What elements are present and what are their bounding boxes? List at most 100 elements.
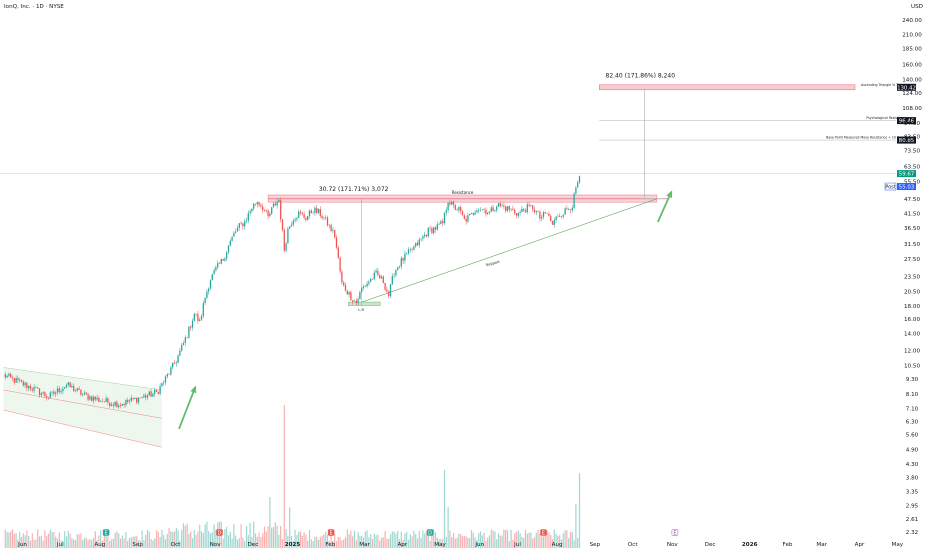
volume-bar <box>562 533 564 548</box>
volume-bar <box>501 535 503 548</box>
volume-bar <box>260 536 262 548</box>
candle-body <box>521 208 523 212</box>
volume-bar <box>89 539 91 548</box>
volume-bar <box>100 530 102 548</box>
candle-body <box>427 227 429 237</box>
candle-body <box>470 212 473 214</box>
volume-bar <box>38 536 41 548</box>
candle-body <box>517 213 519 216</box>
month-label: 2026 <box>742 542 758 548</box>
candle-body <box>380 276 383 279</box>
month-label: Aug <box>552 542 563 548</box>
volume-bar <box>528 532 530 548</box>
volume-bar <box>272 526 275 548</box>
candle-body <box>213 270 215 275</box>
volume-bar <box>15 533 17 548</box>
volume-bar <box>289 507 291 548</box>
volume-bar <box>303 532 305 548</box>
price-axis[interactable]: 130.42 96.46 80.85 240.00 210.00 185.00 160.00… <box>884 18 922 536</box>
volume-bar <box>429 540 431 548</box>
candle-body <box>312 212 314 214</box>
volume-bar <box>62 540 64 548</box>
volume-bar <box>280 526 282 548</box>
candle-body <box>150 391 152 397</box>
candle-body <box>269 213 271 217</box>
candle-body <box>166 374 168 377</box>
volume-bar <box>215 529 217 548</box>
price-tick-label: 83.50 <box>904 135 920 141</box>
candle-body <box>301 213 303 215</box>
candle-body <box>510 208 512 210</box>
volume-bar <box>132 536 134 548</box>
candle-body <box>118 405 120 408</box>
target-badge-2 <box>897 136 916 144</box>
volume-bar <box>548 532 550 548</box>
candle-body <box>407 249 410 254</box>
price-tick-label: 20.50 <box>904 290 920 296</box>
candle-body <box>505 206 507 211</box>
candle-body <box>236 227 239 232</box>
candle-body <box>573 193 575 208</box>
candle-body <box>233 232 235 237</box>
candle-body <box>119 405 122 406</box>
volume-bar <box>13 533 15 548</box>
candle-body <box>420 238 422 240</box>
volume-bar <box>267 526 269 548</box>
candle-body <box>440 221 442 224</box>
volume-bar <box>314 536 316 548</box>
volume-bar <box>244 541 246 548</box>
candle-body <box>533 209 536 213</box>
candle-body <box>87 394 89 400</box>
volume-bar <box>521 536 523 548</box>
candle-body <box>550 215 552 221</box>
volume-bar <box>460 534 462 548</box>
candle-body <box>179 350 181 356</box>
volume-bar <box>568 538 570 548</box>
time-axis[interactable]: Jun Jul Aug Sep Oct Nov Dec 2025 Feb Mar Apr May Jun… <box>17 542 932 548</box>
volume-bar <box>10 531 12 548</box>
candle-body <box>566 208 568 210</box>
candle-body <box>575 187 577 194</box>
currency-label: USD <box>911 4 923 10</box>
volume-bar <box>146 530 149 548</box>
volume-bar <box>488 535 491 548</box>
candle-body <box>159 386 161 394</box>
volume-bar <box>209 533 212 548</box>
candle-body <box>434 227 437 230</box>
volume-bar <box>384 531 386 548</box>
candle-body <box>454 204 456 210</box>
volume-bar <box>577 537 579 548</box>
candle-body <box>488 211 491 213</box>
volume-bar <box>366 530 368 548</box>
volume-bar <box>503 529 505 548</box>
candle-body <box>357 299 359 304</box>
candle-body <box>546 213 548 214</box>
volume-bar <box>544 530 546 548</box>
volume-bar <box>134 536 136 548</box>
candle-body <box>78 388 80 390</box>
volume-bar <box>44 530 46 548</box>
candle-body <box>442 221 444 224</box>
price-tick-label: 36.50 <box>904 226 920 232</box>
volume-bar <box>533 537 536 548</box>
volume-bar <box>164 539 167 548</box>
candle-body <box>209 280 212 289</box>
candle-body <box>217 263 219 268</box>
price-candles <box>4 175 581 409</box>
volume-bar <box>163 535 165 548</box>
month-label: Oct <box>171 542 181 548</box>
volume-bar <box>505 529 507 548</box>
candle-body <box>490 207 492 212</box>
volume-bar <box>415 533 417 548</box>
volume-bar <box>40 535 42 548</box>
candle-body <box>289 226 291 229</box>
volume-bar <box>148 531 150 548</box>
volume-bar <box>173 531 176 548</box>
target-badge-0 <box>897 83 916 91</box>
volume-bar <box>211 532 213 548</box>
candle-body <box>445 210 447 213</box>
candle-body <box>559 215 561 217</box>
candle-body <box>474 212 476 215</box>
volume-bar <box>123 538 125 548</box>
